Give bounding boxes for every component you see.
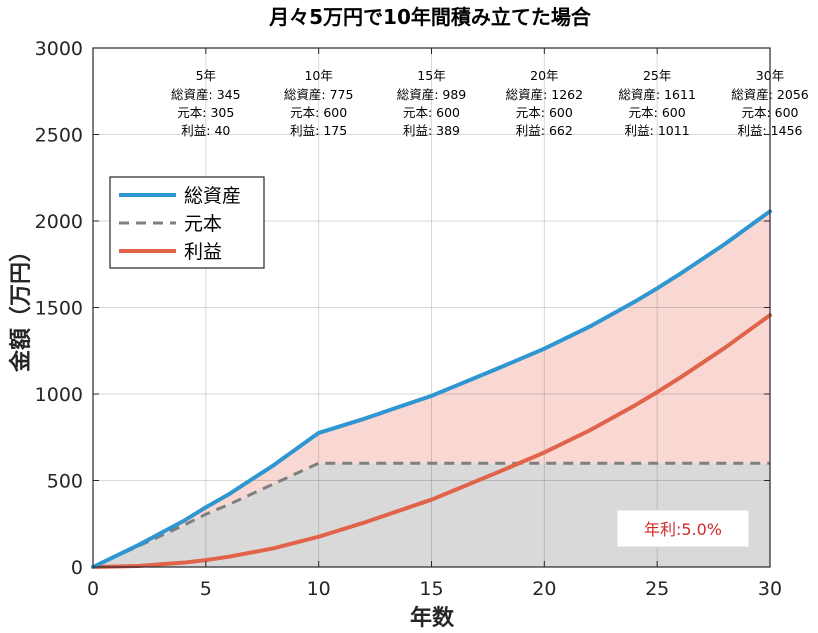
axes: 0 5 10 15 20 25 30 0 500 1000 1500 2000 2500 3000 bbox=[35, 38, 782, 600]
legend-label: 元本 bbox=[184, 213, 222, 235]
annotation-profit: 利益: 1011 bbox=[625, 123, 690, 138]
annotation-year-label: 5年 bbox=[196, 68, 216, 83]
rate-label: 年利:5.0% bbox=[644, 520, 722, 539]
annotation-principal: 元本: 600 bbox=[290, 105, 347, 120]
annotation-principal: 元本: 600 bbox=[629, 105, 686, 120]
y-tick-label: 1500 bbox=[35, 298, 83, 320]
principal-area bbox=[93, 463, 770, 567]
legend-label: 総資産 bbox=[184, 185, 241, 207]
y-tick-label: 3000 bbox=[35, 38, 83, 60]
annotation-total: 総資産: 1611 bbox=[618, 87, 696, 102]
annotation-total: 総資産: 775 bbox=[284, 87, 354, 102]
annotation-total: 総資産: 989 bbox=[397, 87, 467, 102]
x-tick-label: 15 bbox=[419, 578, 443, 600]
y-tick-label: 1000 bbox=[35, 384, 83, 406]
area-fills bbox=[93, 211, 770, 567]
annotation-year-label: 20年 bbox=[530, 68, 558, 83]
annotation-year-label: 25年 bbox=[643, 68, 671, 83]
rate-box: 年利:5.0% bbox=[616, 509, 750, 548]
x-tick-label: 10 bbox=[307, 578, 331, 600]
x-tick-label: 5 bbox=[200, 578, 212, 600]
y-tick-label: 2500 bbox=[35, 125, 83, 147]
annotation-profit: 利益: 662 bbox=[516, 123, 573, 138]
series-lines bbox=[91, 209, 772, 569]
profit-area bbox=[93, 211, 770, 567]
y-tick-label: 500 bbox=[47, 471, 83, 493]
x-tick-label: 30 bbox=[758, 578, 782, 600]
x-axis-label: 年数 bbox=[410, 605, 455, 631]
series-line-1 bbox=[92, 461, 770, 569]
annotation-year-label: 15年 bbox=[417, 68, 445, 83]
annotation-profit: 利益: 40 bbox=[181, 123, 230, 138]
chart-title: 月々5万円で10年間積み立てた場合 bbox=[268, 5, 592, 29]
series-line-2 bbox=[91, 313, 772, 569]
y-tick-label: 2000 bbox=[35, 211, 83, 233]
series-line-0 bbox=[91, 209, 772, 569]
annotation-total: 総資産: 345 bbox=[171, 87, 241, 102]
annotation-principal: 元本: 600 bbox=[516, 105, 573, 120]
y-tick-label: 0 bbox=[71, 557, 83, 579]
annotation-profit: 利益: 389 bbox=[403, 123, 460, 138]
x-tick-label: 25 bbox=[645, 578, 669, 600]
rate-box-frame bbox=[616, 509, 750, 548]
grid-lines bbox=[92, 47, 771, 568]
annotation-principal: 元本: 305 bbox=[177, 105, 234, 120]
y-axis-label: 金額（万円） bbox=[8, 240, 34, 373]
annotation-profit: 利益: 175 bbox=[290, 123, 347, 138]
x-tick-label: 0 bbox=[87, 578, 99, 600]
x-tick-label: 20 bbox=[532, 578, 556, 600]
annotation-principal: 元本: 600 bbox=[403, 105, 460, 120]
annotation-total: 総資産: 1262 bbox=[506, 87, 584, 102]
annotation-year-label: 10年 bbox=[304, 68, 332, 83]
legend-label: 利益 bbox=[184, 241, 222, 263]
